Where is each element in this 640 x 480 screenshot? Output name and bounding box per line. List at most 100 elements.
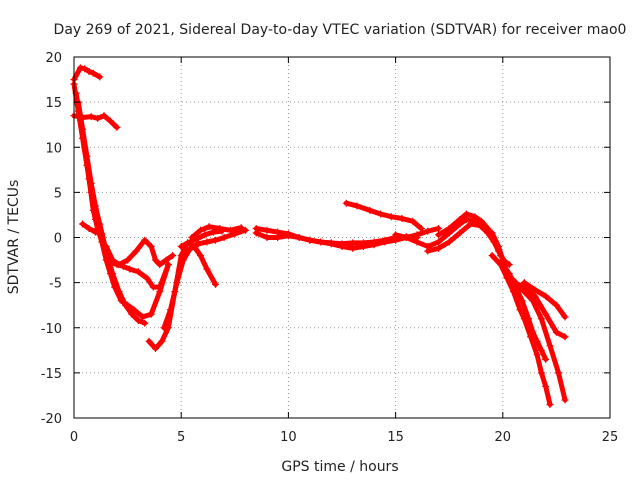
data-point-marker xyxy=(115,261,123,269)
data-point-marker xyxy=(295,234,303,241)
y-tick-label: 20 xyxy=(45,51,62,66)
data-point-marker xyxy=(510,279,518,287)
data-point-marker xyxy=(537,315,545,323)
data-point-marker xyxy=(306,236,314,244)
data-point-marker xyxy=(252,224,260,232)
data-point-marker xyxy=(121,301,129,309)
data-point-marker xyxy=(220,234,228,241)
data-point-marker xyxy=(537,369,545,377)
data-point-marker xyxy=(561,313,569,321)
data-point-marker xyxy=(100,112,108,120)
data-point-marker xyxy=(561,333,569,341)
data-point-marker xyxy=(134,268,142,276)
data-point-marker xyxy=(109,256,117,264)
data-point-marker xyxy=(106,117,114,125)
data-point-marker xyxy=(484,224,492,232)
data-point-marker xyxy=(537,346,545,354)
data-point-marker xyxy=(184,239,192,247)
data-point-marker xyxy=(342,199,350,207)
data-point-marker xyxy=(169,252,177,260)
data-point-marker xyxy=(456,215,464,223)
series-s10 xyxy=(177,239,220,288)
data-point-marker xyxy=(109,270,117,278)
data-point-marker xyxy=(477,217,485,225)
axis-ticks: 0 5 10 15 20 25 -20 -15 -10 -5 0 5 10 15 20 xyxy=(41,51,619,445)
data-point-marker xyxy=(499,261,507,269)
data-point-marker xyxy=(546,400,554,408)
data-point-marker xyxy=(434,238,442,246)
data-point-marker xyxy=(359,243,367,251)
data-point-marker xyxy=(85,67,93,75)
data-point-marker xyxy=(124,256,132,264)
data-point-marker xyxy=(555,369,563,377)
data-point-marker xyxy=(516,306,524,314)
data-point-marker xyxy=(188,234,196,241)
data-point-marker xyxy=(520,279,528,287)
series-line xyxy=(161,227,248,331)
data-point-marker xyxy=(445,224,453,232)
data-point-marker xyxy=(128,310,136,318)
series-s6 xyxy=(79,220,106,238)
data-point-marker xyxy=(366,206,374,214)
data-point-marker xyxy=(402,234,410,241)
data-point-marker xyxy=(147,243,155,251)
data-point-marker xyxy=(87,179,95,187)
x-tick-label: 15 xyxy=(387,430,404,445)
data-point-marker xyxy=(196,226,204,234)
series-line xyxy=(75,99,148,326)
data-point-marker xyxy=(445,238,453,246)
series-s1 xyxy=(70,64,104,84)
series-s14 xyxy=(342,199,425,232)
data-point-marker xyxy=(531,286,539,294)
series-line xyxy=(489,253,553,407)
y-tick-label: 0 xyxy=(54,232,62,247)
data-point-marker xyxy=(274,228,282,236)
data-point-marker xyxy=(212,236,220,244)
data-point-marker xyxy=(525,315,533,323)
data-point-marker xyxy=(141,319,149,327)
data-point-marker xyxy=(531,292,539,300)
data-point-marker xyxy=(173,279,181,287)
data-point-marker xyxy=(87,113,95,121)
data-point-marker xyxy=(201,231,209,239)
data-series xyxy=(70,64,569,408)
data-point-marker xyxy=(156,288,164,296)
data-point-marker xyxy=(203,265,211,273)
data-point-marker xyxy=(533,351,541,359)
data-point-marker xyxy=(542,355,550,363)
data-point-marker xyxy=(134,317,142,325)
series-s9 xyxy=(160,226,250,332)
x-tick-label: 5 xyxy=(177,430,185,445)
data-point-marker xyxy=(132,247,140,255)
y-tick-label: -10 xyxy=(41,322,62,337)
y-tick-label: 15 xyxy=(45,96,62,111)
y-tick-label: -15 xyxy=(41,367,62,382)
data-point-marker xyxy=(471,213,479,221)
data-point-marker xyxy=(190,243,198,251)
series-s22 xyxy=(520,279,569,321)
data-point-marker xyxy=(160,324,168,332)
data-point-marker xyxy=(529,328,537,336)
data-point-marker xyxy=(83,152,91,160)
data-point-marker xyxy=(377,210,385,218)
series-line xyxy=(73,90,171,320)
data-point-marker xyxy=(392,231,400,239)
data-point-marker xyxy=(212,280,220,288)
data-point-marker xyxy=(96,220,104,228)
data-point-marker xyxy=(151,256,159,264)
data-point-marker xyxy=(102,243,110,251)
data-point-marker xyxy=(115,288,123,296)
data-point-marker xyxy=(227,226,235,234)
data-point-marker xyxy=(409,217,417,225)
data-point-marker xyxy=(149,283,157,291)
data-point-marker xyxy=(76,64,84,72)
data-point-marker xyxy=(205,223,213,231)
data-point-marker xyxy=(242,226,250,234)
y-axis-label: SDTVAR / TECUs xyxy=(6,180,22,295)
data-point-marker xyxy=(497,252,505,260)
data-point-marker xyxy=(98,230,106,238)
x-tick-label: 20 xyxy=(495,430,512,445)
data-point-marker xyxy=(434,224,442,232)
data-point-marker xyxy=(177,243,185,251)
